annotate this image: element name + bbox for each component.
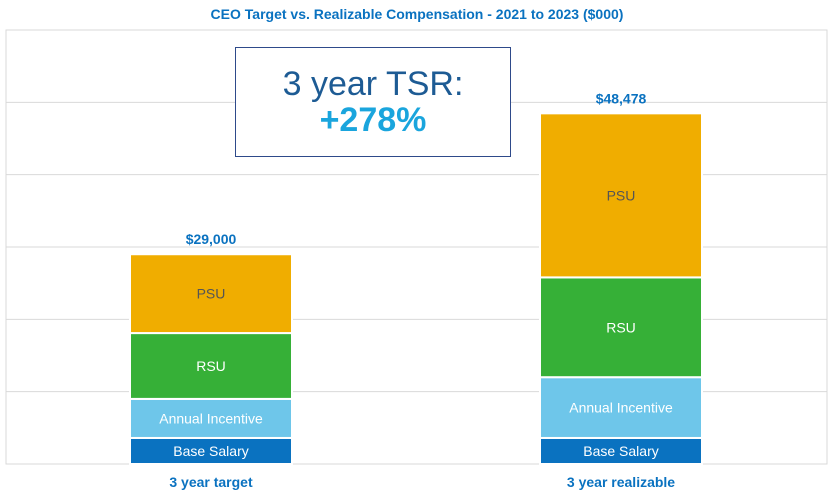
- bar-segment-psu: [539, 112, 703, 279]
- tsr-callout-box: 3 year TSR: +278%: [235, 47, 511, 157]
- segment-label: Base Salary: [583, 443, 658, 459]
- segment-label: Annual Incentive: [159, 410, 263, 426]
- segment-label: Annual Incentive: [569, 400, 673, 416]
- total-label: $29,000: [186, 231, 237, 247]
- bar-segment-base-salary: [129, 436, 293, 465]
- x-tick-label: 3 year target: [169, 474, 253, 490]
- segment-label: PSU: [197, 286, 226, 302]
- x-tick-label: 3 year realizable: [567, 474, 675, 490]
- tsr-value: +278%: [319, 101, 427, 139]
- bar-segment-annual-incentive: [129, 397, 293, 439]
- bar-segment-rsu: [129, 332, 293, 400]
- segment-label: RSU: [606, 319, 636, 335]
- bar-segment-psu: [129, 253, 293, 335]
- segment-label: PSU: [607, 187, 636, 203]
- bar-segment-rsu: [539, 276, 703, 379]
- segment-label: RSU: [196, 358, 226, 374]
- total-label: $48,478: [596, 90, 647, 106]
- tsr-label: 3 year TSR:: [282, 65, 464, 103]
- chart-title: CEO Target vs. Realizable Compensation -…: [210, 6, 624, 22]
- bar-segment-base-salary: [539, 436, 703, 465]
- segment-label: Base Salary: [173, 443, 248, 459]
